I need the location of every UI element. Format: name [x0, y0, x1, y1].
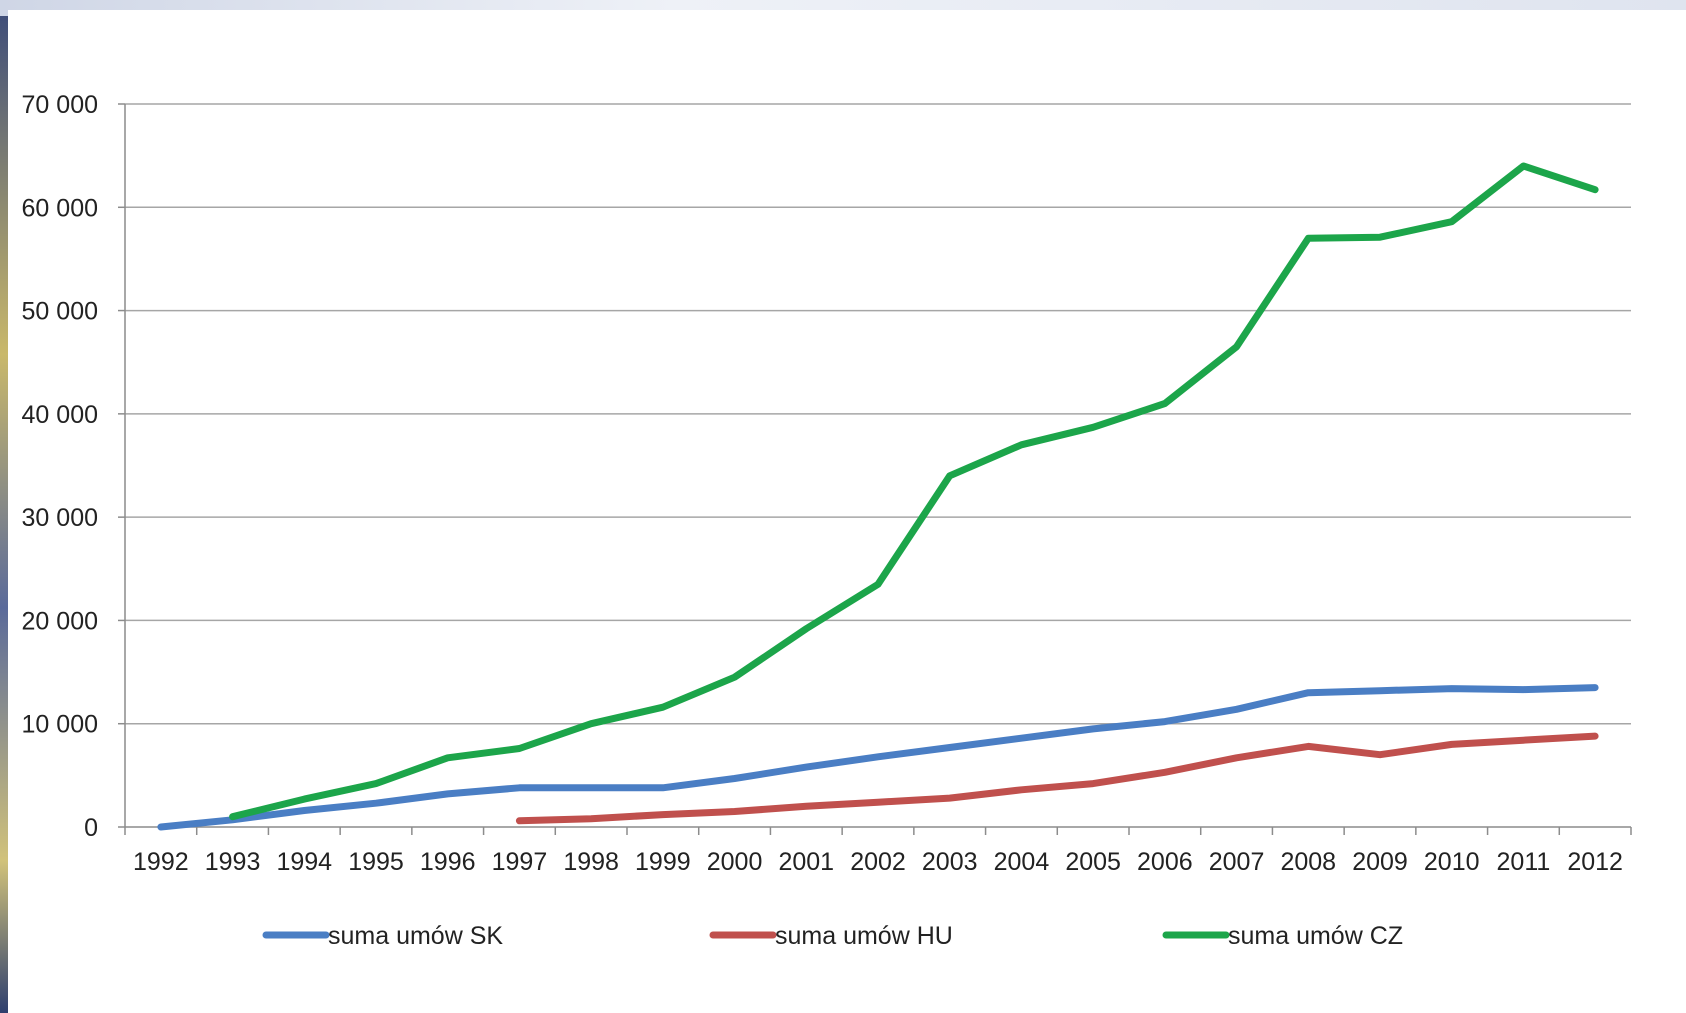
x-tick-label: 1995: [348, 848, 404, 876]
line-chart: 0 10 000 20 000 30 000 40 000 50 000 60 000 70 …: [22, 91, 1632, 950]
series-line-1: [157, 684, 1599, 831]
x-tick-label: 2001: [778, 848, 834, 876]
x-tick-label: 2008: [1280, 848, 1336, 876]
chart-panel: 0 10 000 20 000 30 000 40 000 50 000 60 000 70 …: [8, 10, 1686, 1013]
x-tick-label: 1999: [635, 848, 691, 876]
x-tick-label: 1993: [205, 848, 261, 876]
series-lines: [157, 162, 1599, 831]
legend: suma umów SK suma umów HU suma umów CZ: [262, 922, 1403, 950]
series-line-2: [515, 732, 1599, 825]
x-tick-label: 2002: [850, 848, 906, 876]
x-tick-label: 2005: [1065, 848, 1121, 876]
y-tick-label: 0: [84, 814, 98, 842]
y-tick-label: 70 000: [22, 91, 98, 119]
x-axis-tick-labels: 1992 1993 1994 1995 1996 1997 1998 1999 2000 2001…: [133, 848, 1623, 876]
x-tick-label: 1998: [563, 848, 619, 876]
legend-label: suma umów CZ: [1228, 922, 1403, 950]
y-tick-label: 20 000: [22, 607, 98, 635]
y-axis-tick-labels: 0 10 000 20 000 30 000 40 000 50 000 60 000 70 …: [22, 91, 98, 842]
x-tick-label: 2007: [1209, 848, 1265, 876]
gridlines: [125, 103, 1631, 725]
x-tick-label: 2006: [1137, 848, 1193, 876]
y-tick-label: 40 000: [22, 401, 98, 429]
y-tick-label: 10 000: [22, 711, 98, 739]
y-tick-label: 50 000: [22, 298, 98, 326]
x-tick-label: 1996: [420, 848, 476, 876]
legend-label: suma umów HU: [775, 922, 953, 950]
x-tick-label: 2011: [1497, 848, 1551, 876]
x-tick-label: 2003: [922, 848, 978, 876]
series-line-3: [229, 162, 1599, 821]
x-tick-label: 2000: [707, 848, 763, 876]
y-tick-label: 60 000: [22, 194, 98, 222]
x-tick-label: 1997: [492, 848, 548, 876]
x-tick-label: 2012: [1567, 848, 1623, 876]
x-tick-label: 2010: [1424, 848, 1480, 876]
x-tick-label: 1992: [133, 848, 189, 876]
y-tick-label: 30 000: [22, 504, 98, 532]
legend-label: suma umów SK: [328, 922, 503, 950]
x-tick-label: 1994: [276, 848, 332, 876]
axes: [118, 103, 1632, 835]
x-tick-label: 2009: [1352, 848, 1408, 876]
x-tick-label: 2004: [994, 848, 1050, 876]
